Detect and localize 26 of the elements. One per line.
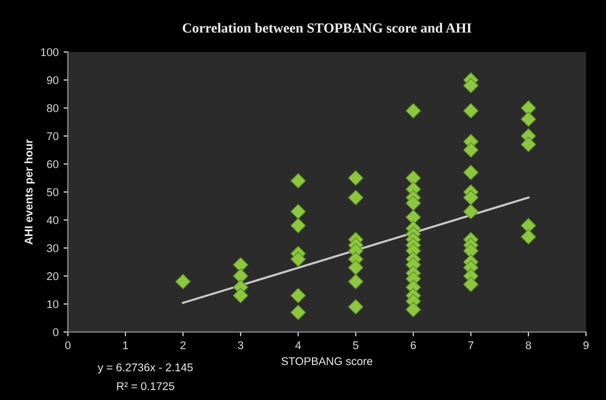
- x-tick-label: 7: [468, 341, 474, 350]
- x-tick-label: 9: [583, 341, 589, 350]
- y-tick-label: 60: [47, 160, 58, 168]
- text: y = 6.2736x - 2.145: [98, 363, 193, 374]
- x-tick-label: 1: [123, 341, 128, 350]
- x-axis-title: STOPBANG score: [282, 357, 372, 366]
- x-tick-label: 4: [295, 341, 301, 350]
- x-tick-label: 6: [410, 341, 416, 350]
- x-tick-label: 3: [238, 341, 244, 350]
- x-tick-label: 8: [526, 341, 532, 350]
- y-tick-label: 10: [47, 300, 58, 308]
- x-tick-label: 5: [353, 341, 358, 350]
- chart-title: Correlation between STOPBANG score and AHI: [182, 22, 472, 33]
- y-tick-label: 90: [47, 76, 58, 84]
- y-tick-label: 30: [46, 244, 58, 252]
- y-tick-label: 80: [46, 104, 58, 112]
- x-tick-label: 2: [180, 341, 186, 350]
- y-axis-title: AHI events per hour: [24, 139, 35, 245]
- y-tick-label: 20: [47, 272, 58, 280]
- y-tick-label: 0: [53, 328, 58, 336]
- y-tick-label: 70: [47, 132, 58, 140]
- y-tick-label: 100: [41, 48, 58, 56]
- text: R² = 0.1725: [117, 382, 174, 390]
- x-tick-label: 0: [65, 341, 71, 350]
- y-tick-label: 50: [46, 188, 58, 196]
- y-tick-label: 40: [46, 216, 58, 224]
